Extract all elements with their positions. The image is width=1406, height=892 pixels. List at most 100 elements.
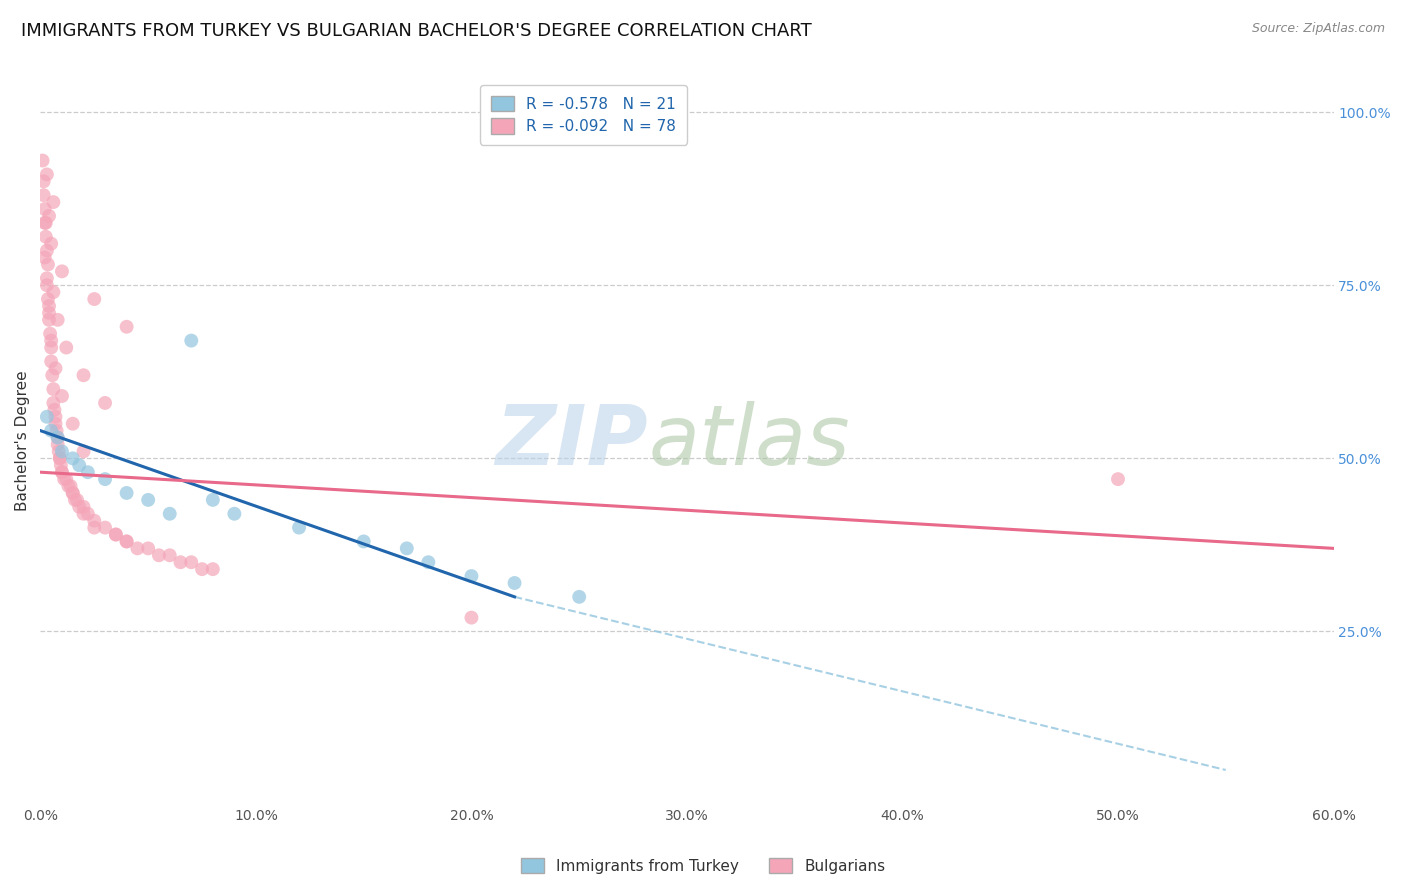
Point (34, 202, 56, 216)
Point (104, 527, 127, 541)
Point (460, 569, 482, 583)
Legend: Immigrants from Turkey, Bulgarians: Immigrants from Turkey, Bulgarians (515, 852, 891, 880)
Point (51, 264, 73, 278)
Point (418, 555, 440, 569)
Point (159, 507, 181, 521)
Point (169, 555, 191, 569)
Point (48, 444, 70, 458)
Point (55, 472, 77, 486)
Point (55, 341, 77, 355)
Point (503, 576, 526, 591)
Point (62, 486, 84, 500)
Point (34, 216, 56, 230)
Point (44, 417, 66, 431)
Point (180, 555, 202, 569)
Point (44, 402, 66, 417)
Point (49, 458, 72, 473)
Point (39, 424, 62, 438)
Point (35, 168, 58, 182)
Point (180, 334, 202, 348)
Point (37, 292, 59, 306)
Point (42, 195, 65, 210)
Point (94, 472, 117, 486)
Point (353, 534, 375, 549)
Text: atlas: atlas (648, 401, 849, 482)
Point (42, 285, 65, 300)
Point (35, 278, 58, 293)
Point (34, 251, 56, 265)
Point (94, 396, 117, 410)
Point (115, 319, 138, 334)
Point (39, 354, 62, 368)
Text: IMMIGRANTS FROM TURKEY VS BULGARIAN BACHELOR'S DEGREE CORRELATION CHART: IMMIGRANTS FROM TURKEY VS BULGARIAN BACH… (21, 22, 811, 40)
Point (115, 534, 138, 549)
Point (46, 431, 69, 445)
Point (67, 458, 90, 473)
Point (35, 409, 58, 424)
Point (83, 520, 105, 534)
Y-axis label: Bachelor's Degree: Bachelor's Degree (15, 371, 30, 511)
Point (38, 299, 60, 313)
Point (39, 341, 62, 355)
Point (76, 465, 98, 479)
Legend: R = -0.578   N = 21, R = -0.092   N = 78: R = -0.578 N = 21, R = -0.092 N = 78 (481, 85, 686, 145)
Point (66, 492, 89, 507)
Point (83, 514, 105, 528)
Point (51, 389, 73, 403)
Point (72, 368, 94, 383)
Point (35, 244, 58, 258)
Point (42, 382, 65, 396)
Point (32, 188, 55, 202)
Point (76, 507, 98, 521)
Point (39, 326, 62, 341)
Point (136, 492, 159, 507)
Point (37, 257, 59, 271)
Point (46, 313, 69, 327)
Text: ZIP: ZIP (495, 401, 648, 482)
Point (63, 492, 86, 507)
Point (115, 486, 138, 500)
Point (42, 396, 65, 410)
Point (35, 229, 58, 244)
Point (51, 465, 73, 479)
Point (35, 216, 58, 230)
Point (46, 431, 69, 445)
Point (51, 465, 73, 479)
Text: Source: ZipAtlas.com: Source: ZipAtlas.com (1251, 22, 1385, 36)
Point (59, 479, 82, 493)
Point (49, 451, 72, 466)
Point (224, 507, 246, 521)
Point (94, 520, 117, 534)
Point (201, 562, 224, 576)
Point (83, 292, 105, 306)
Point (136, 541, 159, 556)
Point (104, 527, 127, 541)
Point (62, 417, 84, 431)
Point (201, 492, 224, 507)
Point (460, 610, 482, 624)
Point (127, 541, 149, 556)
Point (46, 437, 69, 451)
Point (31, 153, 53, 168)
Point (62, 451, 84, 466)
Point (49, 451, 72, 466)
Point (41, 368, 63, 383)
Point (115, 534, 138, 549)
Point (395, 541, 418, 556)
Point (32, 174, 55, 188)
Point (191, 562, 214, 576)
Point (288, 520, 311, 534)
Point (72, 500, 94, 514)
Point (53, 472, 76, 486)
Point (38, 313, 60, 327)
Point (62, 486, 84, 500)
Point (1107, 472, 1129, 486)
Point (39, 334, 62, 348)
Point (39, 236, 62, 251)
Point (67, 500, 90, 514)
Point (44, 409, 66, 424)
Point (72, 507, 94, 521)
Point (51, 444, 73, 458)
Point (35, 271, 58, 285)
Point (58, 479, 80, 493)
